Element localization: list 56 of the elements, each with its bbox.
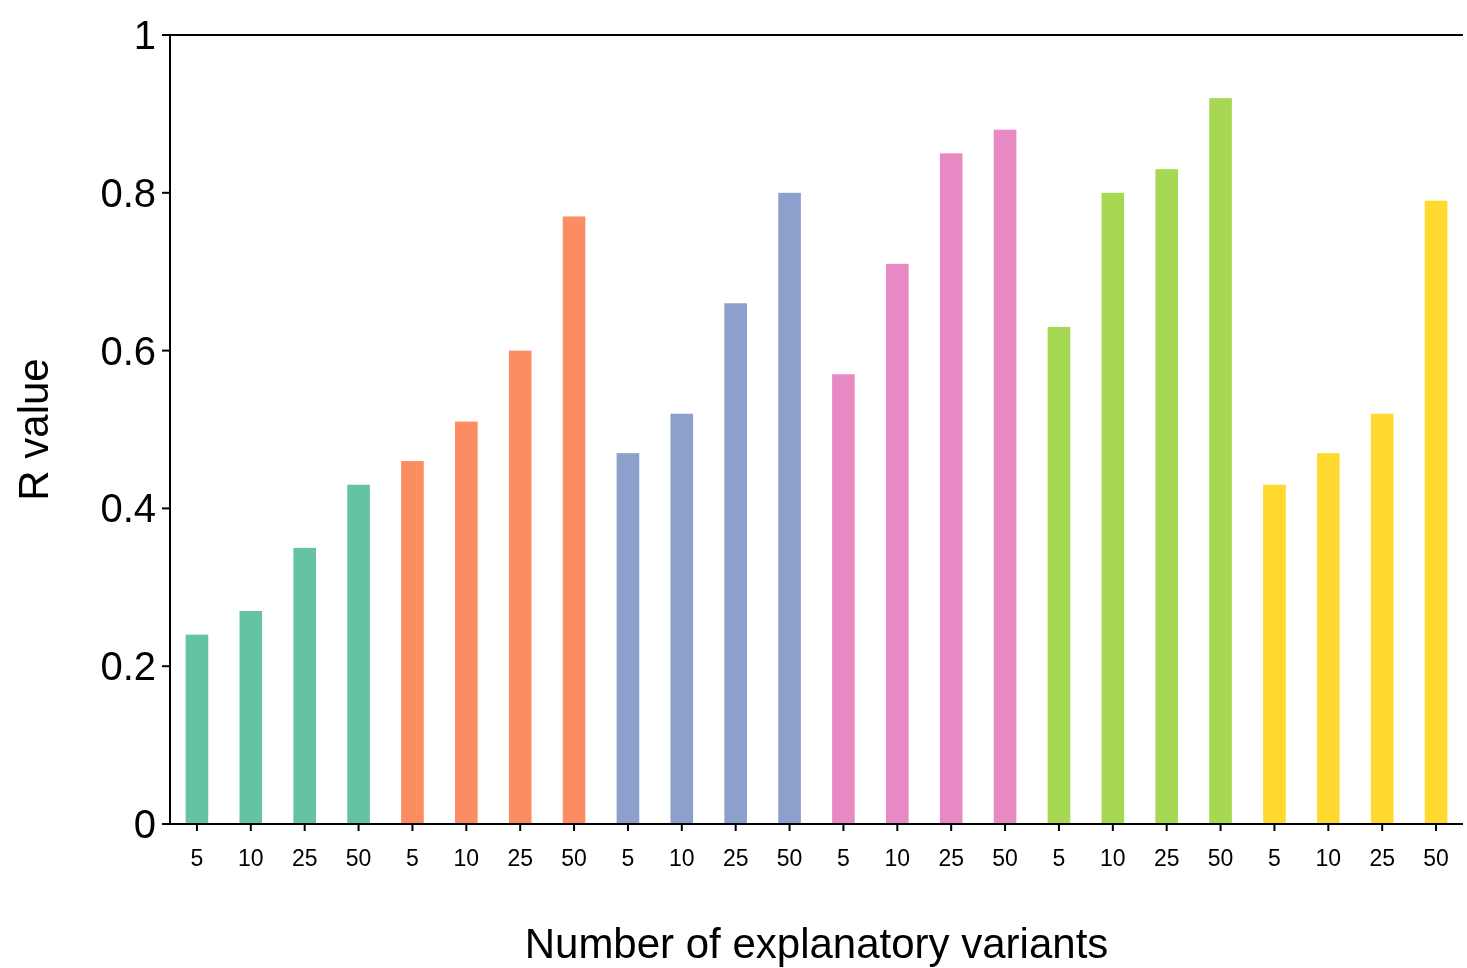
x-axis-title: Number of explanatory variants bbox=[524, 920, 1109, 967]
y-tick-label: 0.4 bbox=[100, 486, 156, 531]
bar bbox=[1317, 453, 1340, 824]
bar bbox=[508, 350, 532, 824]
x-tick-label: 10 bbox=[453, 845, 480, 871]
y-tick-label: 0 bbox=[133, 802, 156, 846]
x-tick-label: 5 bbox=[1268, 845, 1281, 871]
y-tick-label: 0.6 bbox=[100, 328, 156, 373]
y-tick-label: 0.2 bbox=[100, 644, 156, 689]
bar bbox=[939, 153, 963, 824]
bar bbox=[347, 484, 370, 824]
bar bbox=[1155, 169, 1178, 824]
bar bbox=[616, 453, 640, 824]
y-axis-title: R value bbox=[10, 358, 57, 501]
x-tick-label: 50 bbox=[776, 845, 803, 871]
x-tick-label: 25 bbox=[1153, 845, 1180, 871]
bar bbox=[1047, 326, 1071, 824]
x-tick-label: 50 bbox=[1207, 845, 1234, 871]
bar bbox=[239, 610, 263, 824]
x-tick-label: 5 bbox=[837, 845, 850, 871]
bar bbox=[778, 192, 801, 824]
bar bbox=[1424, 200, 1448, 824]
bar bbox=[185, 634, 209, 824]
x-tick-label: 50 bbox=[345, 845, 372, 871]
bar bbox=[1263, 484, 1286, 824]
x-tick-label: 10 bbox=[1100, 845, 1126, 871]
bar bbox=[670, 413, 694, 824]
x-tick-label: 10 bbox=[669, 845, 695, 871]
y-tick-label: 1 bbox=[133, 13, 156, 57]
x-tick-label: 25 bbox=[938, 845, 964, 871]
x-tick-label: 25 bbox=[291, 845, 318, 871]
x-tick-label: 10 bbox=[1315, 845, 1342, 871]
bar bbox=[724, 303, 747, 824]
x-tick-label: 50 bbox=[1423, 845, 1449, 871]
x-tick-label: 25 bbox=[507, 845, 533, 871]
x-tick-label: 25 bbox=[722, 845, 749, 871]
x-tick-label: 5 bbox=[406, 845, 419, 871]
bar bbox=[562, 216, 586, 824]
bar bbox=[832, 374, 855, 824]
bar bbox=[1209, 98, 1232, 824]
x-tick-label: 50 bbox=[561, 845, 587, 871]
x-tick-label: 5 bbox=[190, 845, 204, 871]
x-tick-label: 10 bbox=[238, 845, 264, 871]
y-tick-label: 0.8 bbox=[100, 170, 156, 215]
bar bbox=[993, 129, 1017, 824]
x-tick-label: 10 bbox=[884, 845, 911, 871]
bar bbox=[455, 421, 478, 824]
bar bbox=[886, 263, 909, 824]
x-tick-label: 5 bbox=[1052, 845, 1066, 871]
bar bbox=[293, 547, 316, 824]
x-tick-label: 25 bbox=[1369, 845, 1395, 871]
x-tick-label: 50 bbox=[992, 845, 1018, 871]
x-tick-label: 5 bbox=[621, 845, 635, 871]
bar bbox=[1370, 413, 1394, 824]
bar bbox=[1101, 192, 1125, 824]
bar bbox=[401, 461, 424, 824]
